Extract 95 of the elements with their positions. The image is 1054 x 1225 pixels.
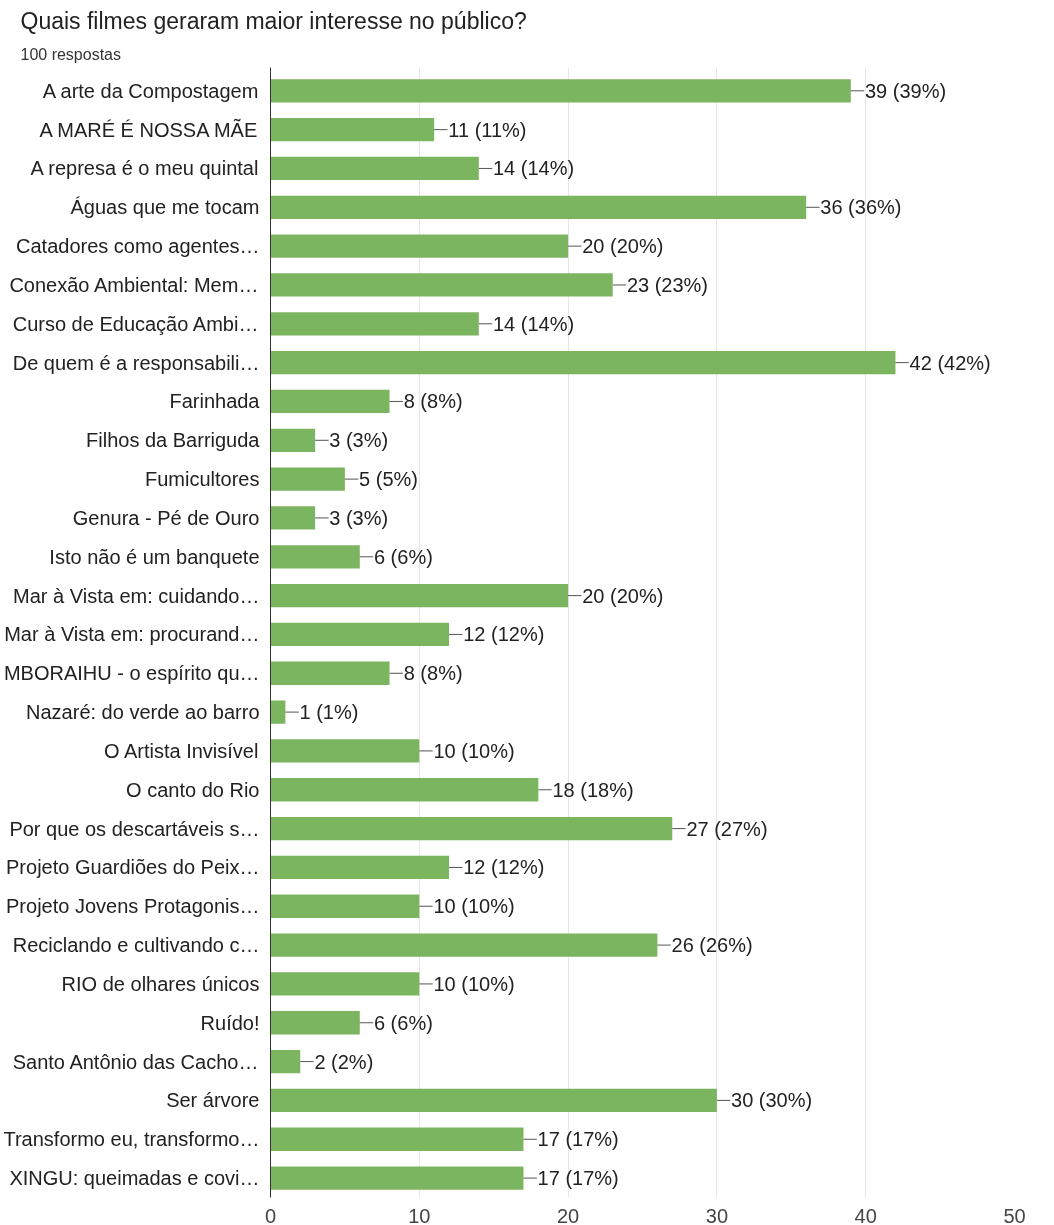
data-label: 17 (17%) [537,1167,619,1190]
y-tick-label: Águas que me tocam [70,196,260,219]
y-tick-label: A arte da Compostagem [42,79,259,102]
bar [270,622,450,647]
data-label: 26 (26%) [671,934,753,957]
data-label: 6 (6%) [373,1011,433,1034]
data-label: 8 (8%) [403,390,463,413]
bar [270,583,569,608]
y-tick-label: Genura - Pé de Ouro [72,506,260,529]
y-tick-label: Nazaré: do verde ao barro [26,701,260,724]
bar [270,506,316,530]
bar [270,1049,301,1074]
data-label: 30 (30%) [731,1089,813,1112]
bar [270,467,345,491]
y-tick-label: A represa é o meu quintal [30,157,259,180]
bar [270,312,479,336]
x-tick-label: 0 [264,1204,277,1225]
data-label: 36 (36%) [820,196,902,219]
data-label: 18 (18%) [552,778,634,801]
bar [270,350,896,375]
bar [270,933,658,957]
bar [270,117,435,142]
y-tick-label: Catadores como agentes… [16,235,260,258]
x-tick-label: 50 [1003,1204,1026,1225]
bar [270,1127,524,1151]
bar [270,894,420,918]
y-tick-label: O canto do Rio [126,778,260,801]
bar [270,1088,717,1113]
data-label: 20 (20%) [582,235,664,258]
text: 100 respostas [20,45,122,63]
bar [270,778,539,802]
x-tick-label: 30 [705,1204,729,1225]
bar [270,1011,360,1035]
y-tick-label: A MARÉ É NOSSA MÃE [39,117,258,141]
data-label: 6 (6%) [373,545,433,568]
y-tick-label: Filhos da Barriguda [86,429,261,452]
bar [270,700,286,724]
data-label: 17 (17%) [537,1128,619,1151]
bar [270,816,673,841]
y-tick-label: Curso de Educação Ambi… [12,312,259,335]
data-label: 3 (3%) [329,429,389,452]
bar [270,545,360,569]
bar [270,156,479,181]
bar [270,855,450,880]
y-tick-label: Projeto Guardiões do Peix… [6,856,260,879]
bar [270,1166,524,1190]
data-label: 12 (12%) [463,856,545,879]
data-label: 27 (27%) [686,817,768,840]
data-label: 14 (14%) [492,312,575,335]
y-tick-label: O Artista Invisível [103,739,259,762]
data-label: 11 (11%) [448,118,527,141]
y-tick-label: Projeto Jovens Protagonis… [6,895,260,918]
data-label: 1 (1%) [299,701,359,724]
data-label: 10 (10%) [433,739,515,762]
y-tick-label: Conexão Ambiental: Mem… [9,273,259,296]
y-tick-label: Ruído! [200,1011,260,1034]
bar [270,195,807,219]
data-label: 5 (5%) [359,468,418,491]
data-label: 20 (20%) [582,584,664,607]
x-tick-label: 10 [408,1204,431,1225]
y-tick-label: Transformo eu, transformo… [3,1128,260,1151]
data-label: 39 (39%) [864,79,947,102]
bar [270,79,851,103]
bar [270,234,569,258]
bar [270,972,420,996]
y-tick-label: Reciclando e cultivando c… [12,934,260,957]
x-tick-label: 20 [556,1204,580,1225]
bar [270,428,316,452]
y-tick-label: Por que os descartáveis s… [9,817,260,840]
y-tick-label: Santo Antônio das Cacho… [12,1050,259,1073]
data-label: 10 (10%) [433,972,515,995]
data-label: 14 (14%) [492,157,575,180]
y-tick-label: Fumicultores [145,468,260,491]
data-label: 12 (12%) [463,623,545,646]
data-label: 23 (23%) [626,273,709,296]
data-label: 42 (42%) [909,351,991,374]
bar [270,739,420,763]
data-label: 2 (2%) [314,1050,374,1073]
chart-title: Quais filmes geraram maior interesse no público? [20,7,527,34]
data-label: 8 (8%) [403,662,463,685]
y-tick-label: Mar à Vista em: cuidando… [13,584,260,607]
x-tick-label: 40 [854,1204,877,1225]
bar [270,273,613,297]
y-tick-label: De quem é a responsabili… [12,351,260,374]
y-tick-label: MBORAIHU - o espírito qu… [3,662,260,685]
bar [270,389,390,414]
y-tick-label: Mar à Vista em: procurand… [4,623,260,646]
data-label: 3 (3%) [329,506,389,529]
bar [270,661,390,685]
y-tick-label: Ser árvore [166,1089,260,1112]
y-tick-label: XINGU: queimadas e covi… [9,1167,260,1190]
y-tick-label: RIO de olhares únicos [61,972,260,995]
y-tick-label: Farinhada [169,390,261,413]
data-label: 10 (10%) [433,895,515,918]
y-tick-label: Isto não é um banquete [49,545,260,568]
